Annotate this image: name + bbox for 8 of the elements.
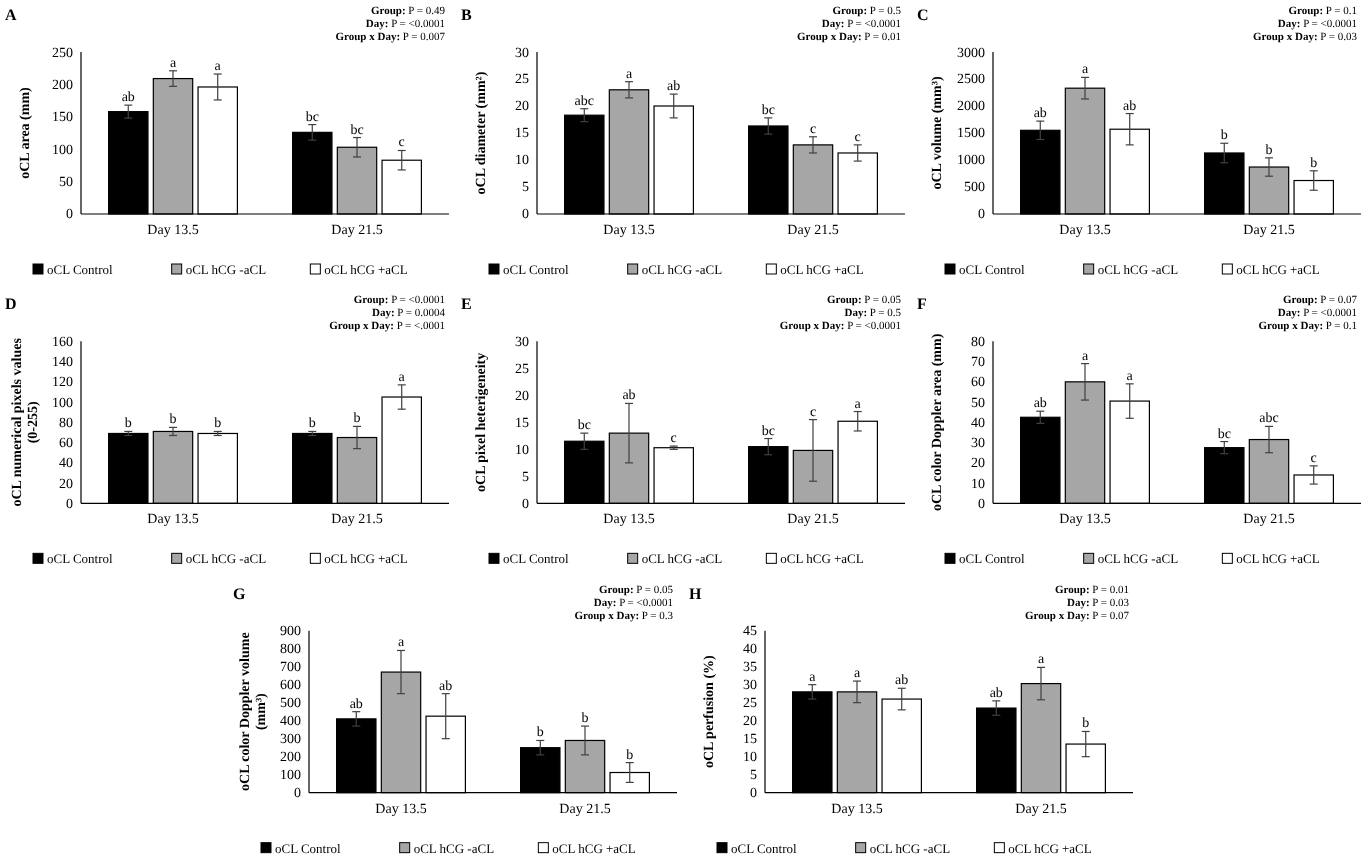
chart-title: C bbox=[917, 6, 929, 24]
chart-title: A bbox=[5, 6, 17, 24]
chart-title: G bbox=[233, 584, 246, 603]
chart-title: D bbox=[5, 295, 17, 314]
chart-title: H bbox=[689, 584, 703, 603]
chart-title: F bbox=[917, 295, 927, 314]
chart-title: E bbox=[461, 295, 472, 314]
chart-title: B bbox=[461, 6, 473, 24]
